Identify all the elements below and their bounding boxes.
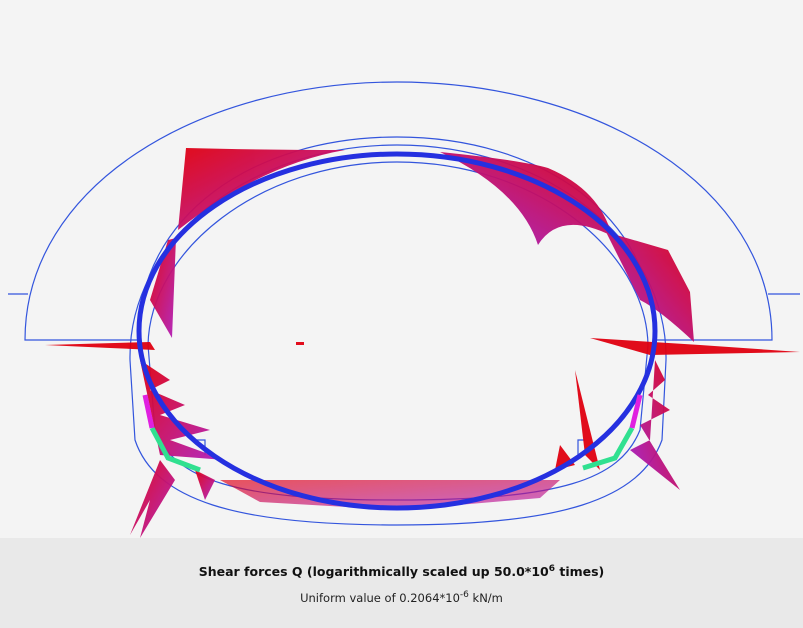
lining-segments [142, 394, 643, 473]
caption-title: Shear forces Q (logarithmically scaled u… [0, 564, 803, 579]
caption-bar: Shear forces Q (logarithmically scaled u… [0, 538, 803, 628]
caption-subtitle: Uniform value of 0.2064*10-6 kN/m [0, 590, 803, 605]
subtitle-exponent: -6 [459, 590, 469, 600]
title-text: Shear forces Q (logarithmically scaled u… [198, 564, 549, 580]
title-text: times) [555, 564, 605, 580]
shear-force-diagram [45, 148, 800, 538]
tunnel-lining [136, 151, 658, 511]
title-exponent: 6 [548, 564, 555, 574]
subtitle-text: kN/m [468, 590, 503, 605]
subtitle-text: Uniform value of 0.2064*10 [300, 590, 460, 605]
background [0, 0, 803, 538]
model-view [0, 0, 803, 538]
